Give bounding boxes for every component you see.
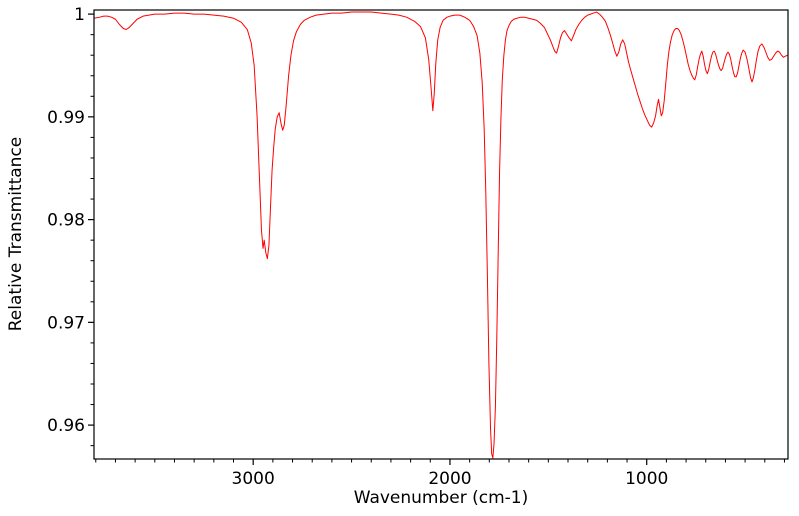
x-tick-label: 1000 (625, 469, 668, 489)
y-tick-label: 1 (74, 5, 85, 25)
x-axis-label: Wavenumber (cm-1) (353, 488, 529, 508)
y-tick-label: 0.96 (47, 416, 85, 436)
y-tick-label: 0.99 (47, 108, 85, 128)
y-tick-label: 0.98 (47, 211, 85, 231)
x-tick-label: 3000 (232, 469, 275, 489)
plot-border (93, 9, 789, 460)
spectrum-line (93, 11, 788, 459)
y-tick-label: 0.97 (47, 313, 85, 333)
x-tick-label: 2000 (428, 469, 471, 489)
y-axis-label: Relative Transmittance (6, 136, 26, 332)
